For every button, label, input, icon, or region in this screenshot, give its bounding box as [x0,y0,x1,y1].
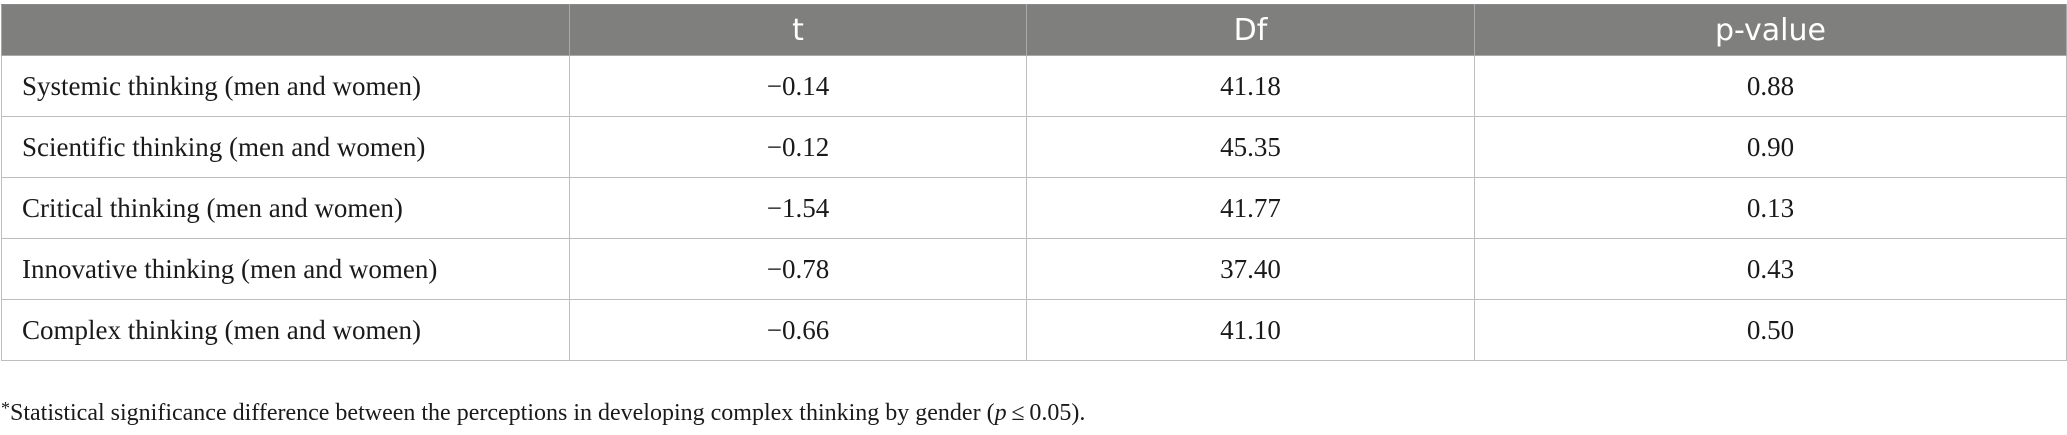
footnote-text: Statistical significance difference betw… [10,400,995,426]
p-value-cell: 0.90 [1474,116,2067,178]
row-label: Scientific thinking (men and women) [1,116,570,178]
p-value-cell: 0.43 [1474,238,2067,300]
p-value-cell: 0.13 [1474,177,2067,239]
table-row: Complex thinking (men and women) −0.66 4… [1,299,2067,361]
t-value-cell: −0.14 [569,55,1027,117]
table-row: Systemic thinking (men and women) −0.14 … [1,55,2067,117]
table-footnote: *Statistical significance difference bet… [1,398,1085,427]
df-value-cell: 41.77 [1026,177,1475,239]
header-cell-p-value: p-value [1474,4,2067,56]
table-row: Innovative thinking (men and women) −0.7… [1,238,2067,300]
table-header-row: t Df p-value [1,4,2067,56]
t-value-cell: −0.66 [569,299,1027,361]
row-label: Innovative thinking (men and women) [1,238,570,300]
footnote-threshold: ≤ 0.05). [1006,400,1086,426]
t-value-cell: −0.78 [569,238,1027,300]
df-value-cell: 37.40 [1026,238,1475,300]
row-label: Complex thinking (men and women) [1,299,570,361]
row-label: Systemic thinking (men and women) [1,55,570,117]
p-value-cell: 0.50 [1474,299,2067,361]
df-value-cell: 41.10 [1026,299,1475,361]
footnote-p-symbol: p [994,400,1007,426]
header-cell-df: Df [1026,4,1475,56]
t-value-cell: −0.12 [569,116,1027,178]
results-table-container: t Df p-value Systemic thinking (men and … [0,4,2067,361]
df-value-cell: 41.18 [1026,55,1475,117]
header-cell-label [1,4,570,56]
table-row: Scientific thinking (men and women) −0.1… [1,116,2067,178]
p-value-cell: 0.88 [1474,55,2067,117]
header-cell-t: t [569,4,1027,56]
df-value-cell: 45.35 [1026,116,1475,178]
row-label: Critical thinking (men and women) [1,177,570,239]
t-test-results-table: t Df p-value Systemic thinking (men and … [1,4,2067,361]
table-row: Critical thinking (men and women) −1.54 … [1,177,2067,239]
t-value-cell: −1.54 [569,177,1027,239]
footnote-marker: * [1,398,10,418]
